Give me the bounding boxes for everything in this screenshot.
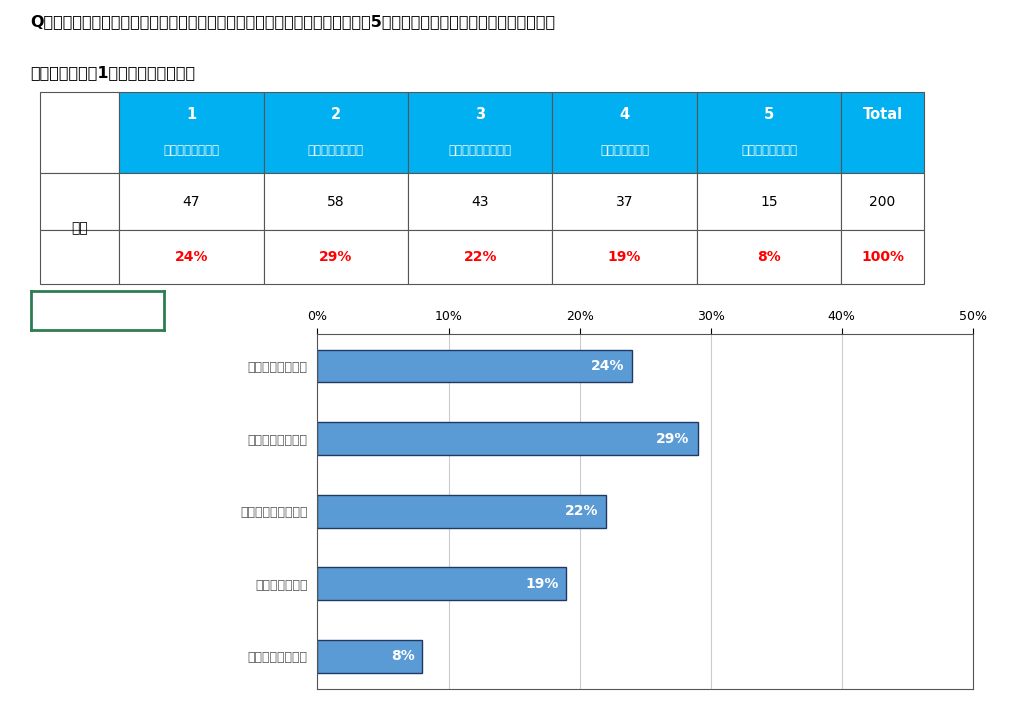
Text: 58: 58 bbox=[327, 195, 345, 209]
Bar bbox=[696, 173, 841, 230]
Bar bbox=[119, 230, 263, 284]
Text: 8%: 8% bbox=[757, 250, 781, 264]
Text: 全体: 全体 bbox=[72, 222, 88, 236]
Bar bbox=[263, 92, 408, 173]
Text: 24%: 24% bbox=[175, 250, 208, 264]
Text: 3: 3 bbox=[475, 107, 485, 122]
Text: 22%: 22% bbox=[564, 504, 598, 518]
Bar bbox=[841, 230, 924, 284]
Bar bbox=[317, 567, 566, 600]
Bar bbox=[119, 92, 263, 173]
Text: 15: 15 bbox=[760, 195, 778, 209]
Text: 200: 200 bbox=[869, 195, 896, 209]
Text: Total: Total bbox=[862, 107, 902, 122]
Text: 29%: 29% bbox=[319, 250, 352, 264]
Bar bbox=[317, 350, 632, 383]
Text: 100%: 100% bbox=[861, 250, 904, 264]
Bar bbox=[552, 92, 696, 173]
Text: 19%: 19% bbox=[608, 250, 641, 264]
Text: 37: 37 bbox=[615, 195, 634, 209]
Bar bbox=[552, 173, 696, 230]
Text: 1: 1 bbox=[186, 107, 197, 122]
Text: とても不満である: とても不満である bbox=[741, 143, 797, 157]
Text: Q：あなたは、当店のサービスについてどの程度満足されていますか？以下の5つの選択肢の中からあなたのお気持ちに: Q：あなたは、当店のサービスについてどの程度満足されていますか？以下の5つの選択… bbox=[31, 14, 556, 29]
Bar bbox=[119, 173, 263, 230]
Bar bbox=[263, 173, 408, 230]
Bar bbox=[408, 92, 552, 173]
Bar bbox=[408, 173, 552, 230]
Text: 24%: 24% bbox=[591, 359, 625, 373]
Bar bbox=[40, 230, 119, 284]
Text: 2: 2 bbox=[331, 107, 341, 122]
Text: 22%: 22% bbox=[464, 250, 497, 264]
Bar bbox=[841, 173, 924, 230]
Text: どちらとも言えない: どちらとも言えない bbox=[449, 143, 512, 157]
Bar bbox=[696, 92, 841, 173]
Bar bbox=[317, 422, 697, 455]
Bar bbox=[263, 230, 408, 284]
Bar bbox=[317, 495, 606, 528]
Text: まあ満足している: まあ満足している bbox=[308, 143, 364, 157]
Text: 4: 4 bbox=[620, 107, 630, 122]
Bar bbox=[40, 92, 119, 173]
Bar bbox=[696, 230, 841, 284]
Text: 19%: 19% bbox=[525, 577, 559, 591]
Bar bbox=[408, 230, 552, 284]
Bar bbox=[317, 640, 422, 672]
Text: 47: 47 bbox=[182, 195, 201, 209]
Bar bbox=[40, 173, 119, 230]
Text: 43: 43 bbox=[471, 195, 489, 209]
Text: 大変満足している: 大変満足している bbox=[164, 143, 219, 157]
Bar bbox=[552, 230, 696, 284]
Text: 少し不満である: 少し不満である bbox=[600, 143, 649, 157]
Text: 一番近いものを1つお選びください。: 一番近いものを1つお選びください。 bbox=[31, 65, 196, 80]
Bar bbox=[841, 92, 924, 173]
Text: 5: 5 bbox=[764, 107, 774, 122]
Text: 8%: 8% bbox=[391, 649, 415, 663]
Text: 29%: 29% bbox=[656, 432, 690, 446]
